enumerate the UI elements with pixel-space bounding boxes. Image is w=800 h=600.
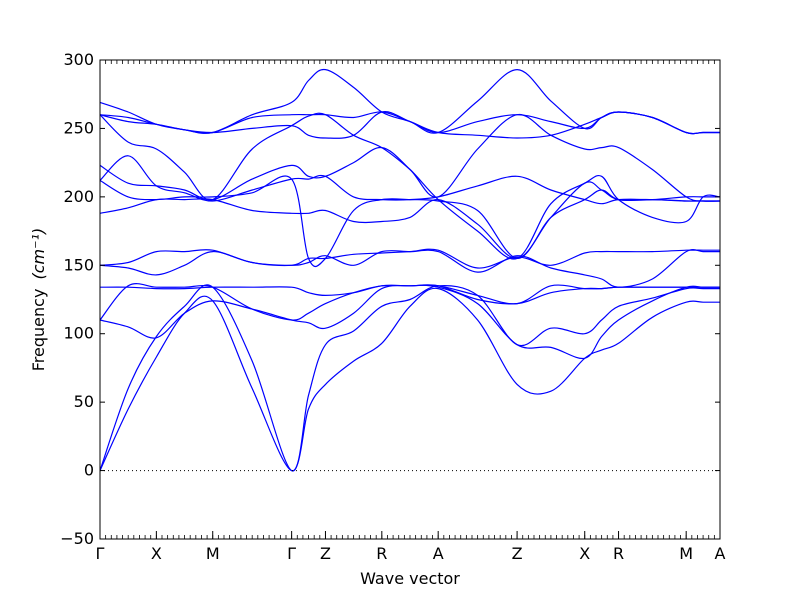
x-tick-label: A [433, 544, 444, 563]
x-tick-label: Z [512, 544, 523, 563]
x-tick-label: M [206, 544, 220, 563]
x-tick-label: Γ [96, 544, 105, 563]
band-line-7 [99, 248, 720, 269]
band-line-10 [99, 155, 720, 205]
y-axis-label-unit: (cm⁻¹) [29, 228, 48, 280]
plot-area [99, 68, 721, 472]
axis-tick-labels: −50 0 50 100 150 200 250 300 Γ X M Γ Z R A Z X R M A [60, 50, 725, 563]
axis-ticks [99, 59, 721, 540]
x-tick-label: Γ [287, 544, 296, 563]
y-axis-label-text: Frequency [29, 289, 48, 372]
x-tick-label: Z [320, 544, 331, 563]
x-tick-label: R [376, 544, 387, 563]
y-tick-label: 50 [74, 392, 94, 411]
x-tick-label: X [151, 544, 162, 563]
y-tick-label: 150 [63, 255, 94, 274]
y-tick-label: 250 [63, 118, 94, 137]
y-axis-label: Frequency (cm⁻¹) [29, 228, 48, 371]
band-line-2 [99, 284, 720, 472]
x-tick-label: A [715, 544, 726, 563]
band-line-15 [99, 111, 720, 135]
x-axis-label: Wave vector [360, 569, 460, 588]
y-tick-label: 300 [63, 50, 94, 69]
y-tick-label: −50 [60, 529, 94, 548]
band-line-12 [99, 112, 721, 202]
x-tick-label: X [579, 544, 590, 563]
y-tick-label: 100 [63, 324, 94, 343]
y-tick-label: 200 [63, 187, 94, 206]
x-tick-label: M [679, 544, 693, 563]
y-tick-label: 0 [84, 461, 94, 480]
x-tick-label: R [613, 544, 624, 563]
band-line-1 [99, 287, 720, 472]
